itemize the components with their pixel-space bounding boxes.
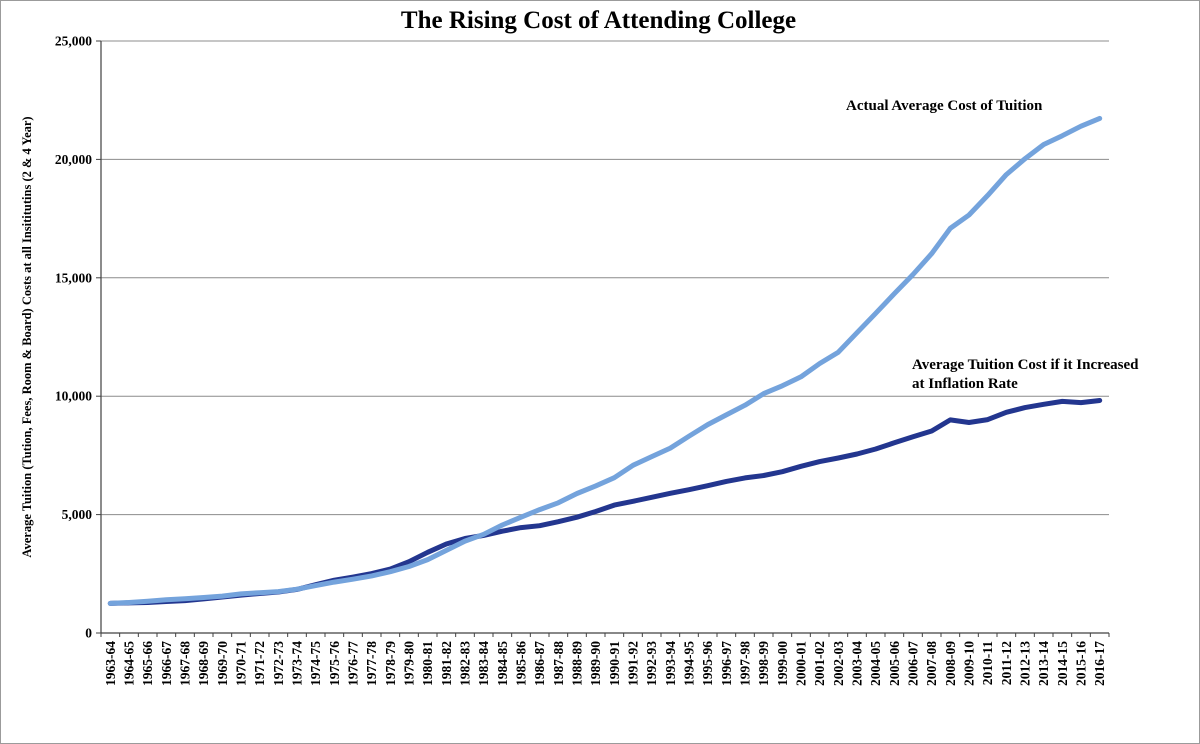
annotation-actual-series: Actual Average Cost of Tuition [846, 98, 1043, 114]
x-axis-tick-label: 1999-00 [775, 641, 790, 686]
x-axis-tick-label: 1977-78 [364, 641, 379, 686]
x-axis-tick-label: 1985-86 [514, 641, 529, 686]
x-axis-tick-label: 2000-01 [794, 641, 809, 686]
x-axis-tick-label: 1988-89 [570, 641, 585, 686]
x-axis-tick-label: 2013-14 [1036, 641, 1051, 686]
x-axis-tick-label: 1989-90 [588, 641, 603, 686]
y-axis-tick-label: 0 [85, 626, 92, 641]
x-axis-tick-label: 1979-80 [402, 641, 417, 686]
x-axis-tick-label: 1992-93 [644, 641, 659, 686]
x-axis-tick-label: 2008-09 [943, 641, 958, 686]
series-line-actual-average-cost [107, 115, 1103, 606]
x-axis-tick-label: 2003-04 [850, 641, 865, 686]
x-axis-tick-label: 1998-99 [756, 641, 771, 686]
y-axis-tick-label: 20,000 [55, 152, 92, 167]
x-axis-tick-label: 1976-77 [346, 641, 361, 686]
x-axis-tick-label: 1997-98 [738, 641, 753, 686]
y-axis-tick-label: 25,000 [55, 34, 92, 49]
x-axis-tick-label: 1970-71 [234, 641, 249, 686]
annotation-inflation-series: at Inflation Rate [912, 376, 1018, 392]
x-axis-tick-label: 1984-85 [495, 641, 510, 686]
x-axis-tick-label: 1986-87 [532, 641, 547, 686]
x-axis-tick-label: 1990-91 [607, 641, 622, 686]
x-axis-tick-label: 2016-17 [1092, 641, 1107, 686]
x-axis-tick-label: 1963-64 [103, 641, 118, 686]
y-axis-tick-label: 10,000 [55, 389, 92, 404]
x-axis-tick-label: 1978-79 [383, 641, 398, 686]
x-axis-tick-label: 2002-03 [831, 641, 846, 686]
x-axis-tick-label: 1974-75 [308, 641, 323, 686]
y-axis-title: Average Tuition (Tution, Fees, Room & Bo… [20, 116, 34, 557]
x-axis-tick-label: 1972-73 [271, 641, 286, 686]
series-line-inflation-adjusted-cost [107, 398, 1103, 606]
x-axis-tick-label: 1966-67 [159, 641, 174, 686]
x-axis-tick-label: 2006-07 [906, 641, 921, 686]
x-axis-tick-label: 1968-69 [196, 641, 211, 686]
x-axis-tick-label: 2015-16 [1074, 641, 1089, 686]
x-axis-tick-label: 1975-76 [327, 641, 342, 686]
x-axis-tick-label: 1993-94 [663, 641, 678, 686]
x-axis-tick-label: 1969-70 [215, 641, 230, 686]
annotation-inflation-series: Average Tuition Cost if it Increased [912, 357, 1139, 373]
chart-title: The Rising Cost of Attending College [400, 7, 797, 34]
x-axis-tick-label: 2009-10 [962, 641, 977, 686]
x-axis-tick-label: 2007-08 [924, 641, 939, 686]
x-axis-tick-label: 1967-68 [178, 641, 193, 686]
x-axis-tick-label: 1981-82 [439, 641, 454, 686]
x-axis-tick-label: 1991-92 [626, 641, 641, 686]
x-axis-tick-label: 2011-12 [999, 641, 1014, 686]
x-axis-tick-label: 2004-05 [868, 641, 883, 686]
x-axis-tick-label: 1995-96 [700, 641, 715, 686]
x-axis-tick-label: 1965-66 [140, 641, 155, 686]
x-axis-tick-label: 2012-13 [1018, 641, 1033, 686]
x-axis-tick-label: 2014-15 [1055, 641, 1070, 686]
x-axis-tick-label: 1971-72 [252, 641, 267, 686]
x-axis-tick-label: 1980-81 [420, 641, 435, 686]
x-axis-tick-label: 1973-74 [290, 641, 305, 686]
x-axis-tick-label: 1994-95 [682, 641, 697, 686]
x-axis-tick-label: 2001-02 [812, 641, 827, 686]
x-axis-tick-label: 1983-84 [476, 641, 491, 686]
x-axis-tick-label: 1987-88 [551, 641, 566, 686]
x-axis-tick-label: 1982-83 [458, 641, 473, 686]
x-axis-tick-label: 1964-65 [122, 641, 137, 686]
x-axis-tick-label: 2005-06 [887, 641, 902, 686]
y-axis-tick-label: 5,000 [62, 507, 93, 522]
x-axis-tick-label: 2010-11 [980, 641, 995, 686]
y-axis-tick-label: 15,000 [55, 270, 92, 285]
x-axis-tick-label: 1996-97 [719, 641, 734, 686]
